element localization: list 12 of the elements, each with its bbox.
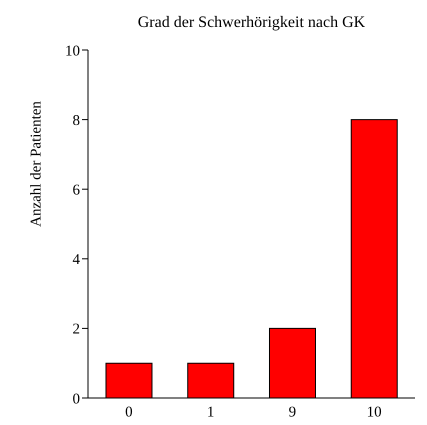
- y-tick-label: 10: [65, 43, 80, 60]
- y-tick-label: 2: [72, 322, 80, 338]
- chart-title: Grad der Schwerhörigkeit nach GK: [136, 14, 366, 32]
- y-tick-label: 0: [72, 391, 80, 408]
- x-tick-label: 1: [206, 404, 214, 421]
- y-tick-label: 4: [72, 252, 80, 268]
- y-axis-title: Anzahl der Patienten: [28, 100, 44, 227]
- y-tick-label: 8: [72, 112, 80, 129]
- x-tick-label: 9: [288, 404, 296, 421]
- x-tick-label: 10: [366, 404, 382, 421]
- x-tick-label: 0: [125, 404, 133, 421]
- y-tick-label: 6: [72, 182, 80, 199]
